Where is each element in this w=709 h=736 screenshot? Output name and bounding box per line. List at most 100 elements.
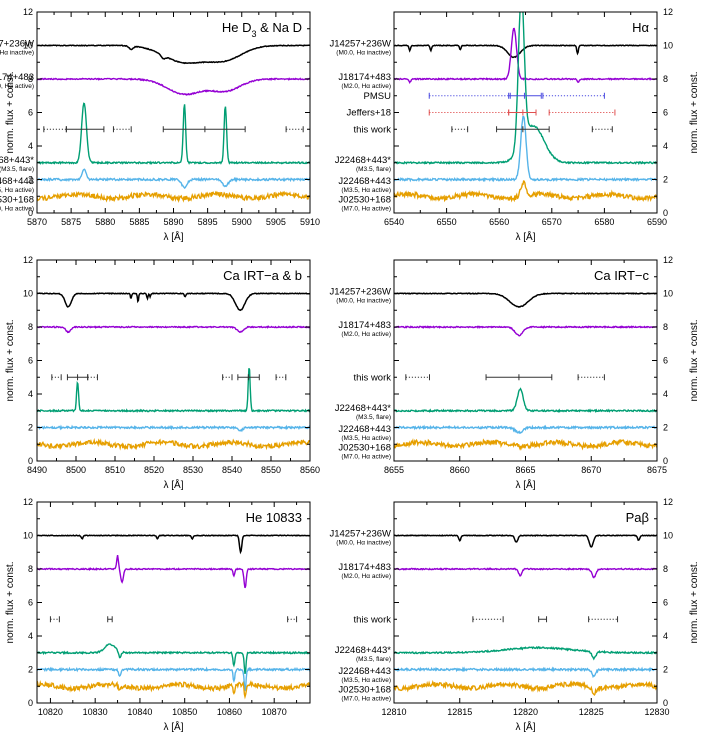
spectrum-J02530168 bbox=[394, 679, 657, 696]
y-tick-label: 6 bbox=[28, 598, 33, 608]
integration-ranges bbox=[51, 374, 287, 381]
panel-1: 5870 5875 5880 5885 5890 5895 5900 5905 5910 λ [Å… bbox=[0, 7, 320, 243]
spectrum-J18174483 bbox=[37, 77, 310, 96]
x-tick-label: 12815 bbox=[447, 707, 472, 717]
star-label-name: J14257+236W bbox=[329, 287, 391, 298]
spectra bbox=[394, 534, 657, 696]
star-label-name: J22468+443 bbox=[338, 424, 391, 435]
x-tick-label: 5885 bbox=[129, 217, 149, 227]
y-tick-label: 10 bbox=[23, 289, 33, 299]
y-axis: 0 2 4 6 8 10 12 norm. flux + const. bbox=[5, 255, 310, 466]
x-tick-label: 6570 bbox=[542, 217, 562, 227]
star-label-subtitle: (M2.0, Hα active) bbox=[341, 573, 391, 580]
star-label-name: J22468+443 bbox=[338, 176, 391, 187]
reference-label: this work bbox=[354, 372, 392, 383]
x-tick-label: 10870 bbox=[262, 707, 287, 717]
plot-frame bbox=[36, 501, 311, 704]
spectrum-J02530168 bbox=[394, 180, 657, 203]
y-tick-label: 2 bbox=[28, 175, 33, 185]
reference-labels: PMSU Jeffers+18 this work bbox=[347, 91, 392, 136]
panel-3: 8490 8500 8510 8520 8530 8540 8550 8560 λ [Å] 0 2 4… bbox=[5, 255, 320, 491]
y-tick-label: 8 bbox=[28, 322, 33, 332]
star-label-subtitle: (M3.5, Hα active) bbox=[341, 435, 391, 442]
panel-4: 8655 8660 8665 8670 8675 λ [Å] 0 2 4 6 8 10 12 norm. … bbox=[329, 255, 700, 491]
y-tick-label: 2 bbox=[28, 423, 33, 433]
x-tick-label: 8550 bbox=[261, 465, 281, 475]
x-tick-label: 10820 bbox=[38, 707, 63, 717]
x-tick-label: 8670 bbox=[581, 465, 601, 475]
x-axis-label: λ [Å] bbox=[515, 230, 535, 243]
y-tick-label: 8 bbox=[663, 564, 668, 574]
star-label-subtitle: (M0.0, Hα inactive) bbox=[0, 50, 34, 57]
x-tick-label: 5880 bbox=[95, 217, 115, 227]
star-label-name: J22468+443* bbox=[335, 645, 392, 656]
spectrum-J18174483 bbox=[394, 325, 657, 337]
x-tick-label: 5890 bbox=[163, 217, 183, 227]
star-label-name: J22468+443* bbox=[0, 155, 34, 166]
spectrum-J14257236W bbox=[37, 292, 310, 312]
integration-ranges bbox=[472, 616, 619, 623]
panel-title: Ca IRT−a & b bbox=[223, 268, 302, 283]
x-axis-label: λ [Å] bbox=[163, 478, 183, 491]
y-axis: 0 2 4 6 8 10 12 norm. flux + const. bbox=[394, 7, 700, 218]
y-tick-label: 0 bbox=[28, 456, 33, 466]
y-tick-label: 12 bbox=[23, 497, 33, 507]
star-label-subtitle: (M7.0, Hα active) bbox=[0, 205, 34, 212]
panel-2: 6540 6550 6560 6570 6580 6590 λ [Å] 0 2 4 6 8 10 12 no… bbox=[329, 7, 700, 243]
spectrum-J22468443 bbox=[37, 424, 310, 433]
x-tick-label: 8560 bbox=[300, 465, 320, 475]
spectrum-J14257236W bbox=[394, 292, 657, 308]
spectrum-J22468443 bbox=[394, 645, 657, 661]
panel-title: He 10833 bbox=[246, 510, 302, 525]
star-label-subtitle: (M0.0, Hα inactive) bbox=[336, 540, 391, 547]
x-tick-label: 8540 bbox=[222, 465, 242, 475]
y-tick-label: 10 bbox=[663, 41, 673, 51]
spectrum-J02530168 bbox=[37, 679, 310, 700]
star-label-subtitle: (M3.5, flare) bbox=[356, 656, 391, 663]
y-tick-label: 8 bbox=[28, 74, 33, 84]
y-tick-label: 8 bbox=[663, 74, 668, 84]
y-axis-label: norm. flux + const. bbox=[5, 562, 16, 644]
x-tick-label: 6580 bbox=[594, 217, 614, 227]
x-tick-label: 10840 bbox=[127, 707, 152, 717]
star-label-name: J22468+443* bbox=[335, 155, 392, 166]
integration-ranges bbox=[43, 126, 304, 133]
y-axis-label: norm. flux + const. bbox=[689, 320, 700, 402]
spectrum-J22468443 bbox=[394, 115, 657, 183]
spectrum-J18174483 bbox=[394, 567, 657, 579]
y-axis-label: norm. flux + const. bbox=[689, 562, 700, 644]
y-tick-label: 12 bbox=[663, 497, 673, 507]
star-label-subtitle: (M3.5, flare) bbox=[356, 414, 391, 421]
x-axis: 6540 6550 6560 6570 6580 6590 λ [Å] bbox=[384, 12, 667, 243]
panel-6: 12810 12815 12820 12825 12830 λ [Å] 0 2 4 6 8 10 12 n… bbox=[329, 497, 700, 733]
y-tick-label: 4 bbox=[28, 631, 33, 641]
star-label-name: J18174+483 bbox=[338, 562, 391, 573]
integration-ranges bbox=[428, 92, 616, 133]
y-tick-label: 12 bbox=[23, 255, 33, 265]
spectrum-J22468443 bbox=[394, 424, 657, 435]
x-tick-label: 10860 bbox=[217, 707, 242, 717]
star-labels: J14257+236W(M0.0, Hα inactive) J18174+483… bbox=[329, 529, 391, 703]
x-tick-label: 6540 bbox=[384, 217, 404, 227]
y-axis: 0 2 4 6 8 10 12 norm. flux + const. bbox=[5, 7, 310, 218]
x-tick-label: 12830 bbox=[644, 707, 669, 717]
star-label-name: J02530+168 bbox=[338, 684, 391, 695]
y-tick-label: 8 bbox=[663, 322, 668, 332]
x-tick-label: 6590 bbox=[647, 217, 667, 227]
x-axis-label: λ [Å] bbox=[515, 478, 535, 491]
spectrum-J22468443 bbox=[394, 387, 657, 414]
y-axis: 0 2 4 6 8 10 12 norm. flux + const. bbox=[5, 497, 310, 708]
y-tick-label: 4 bbox=[663, 141, 668, 151]
y-tick-label: 6 bbox=[28, 356, 33, 366]
reference-label: this work bbox=[354, 124, 392, 135]
y-tick-label: 10 bbox=[663, 289, 673, 299]
reference-labels: this work bbox=[354, 372, 392, 383]
x-tick-label: 8490 bbox=[27, 465, 47, 475]
x-axis-label: λ [Å] bbox=[515, 720, 535, 733]
star-label-subtitle: (M3.5, flare) bbox=[356, 166, 391, 173]
plot-frame bbox=[393, 501, 658, 704]
panel-title: He D3 & Na D bbox=[222, 20, 302, 39]
reference-label: this work bbox=[354, 614, 392, 625]
y-tick-label: 10 bbox=[23, 531, 33, 541]
star-label-name: J14257+236W bbox=[329, 529, 391, 540]
